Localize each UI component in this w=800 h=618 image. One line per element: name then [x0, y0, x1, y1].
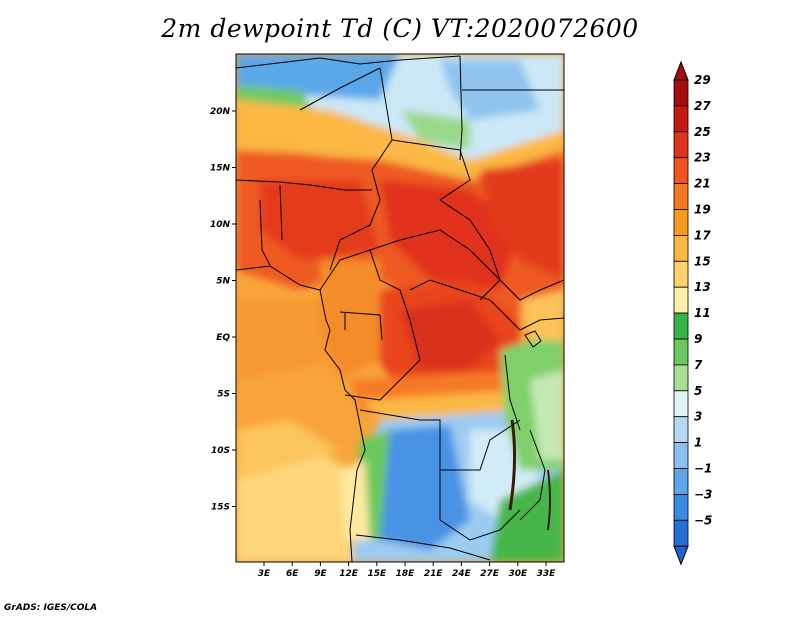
colorbar-swatch [673, 519, 689, 547]
colorbar-swatch [673, 131, 689, 159]
colorbar-label: 27 [694, 99, 711, 113]
lon-label: 3E [258, 569, 271, 579]
lat-label: 20N [210, 107, 231, 117]
dewpoint-field [236, 54, 564, 562]
colorbar-label: 7 [694, 358, 703, 372]
map-title: 2m dewpoint Td (C) VT:2020072600 [161, 14, 639, 43]
longitude-axis: 3E 6E 9E 12E 15E 18E 21E 24E 27E 30E 33E [258, 562, 556, 579]
colorbar-swatch [673, 234, 689, 262]
colorbar-swatch [673, 364, 689, 392]
colorbar-label: 19 [694, 203, 711, 217]
lon-label: 12E [339, 569, 359, 579]
lat-label: 10N [210, 220, 231, 230]
lon-label: 9E [314, 569, 327, 579]
lat-label: 5S [217, 390, 230, 400]
colorbar-swatch [673, 183, 689, 210]
colorbar-label: −1 [694, 462, 712, 476]
latitude-axis: 20N 15N 10N 5N EQ 5S 10S 15S [210, 107, 236, 513]
lon-label: 24E [452, 569, 472, 579]
lat-label: 15S [211, 503, 230, 513]
colorbar-swatch [673, 468, 689, 495]
lat-label: 15N [210, 164, 231, 174]
colorbar-swatch [673, 260, 689, 288]
lon-label: 6E [286, 569, 299, 579]
colorbar-swatch [673, 312, 689, 340]
colorbar-swatch [673, 493, 689, 521]
colorbar-swatch [673, 209, 689, 236]
lat-label: EQ [216, 333, 230, 343]
lon-label: 30E [508, 569, 528, 579]
colorbar-label: 5 [694, 384, 702, 398]
country-borders [236, 55, 564, 562]
colorbar-swatch [673, 390, 689, 418]
lon-label: 18E [396, 569, 416, 579]
colorbar: 29 27 25 23 21 19 17 15 13 11 9 7 5 3 1 −1 −3 −5 [673, 60, 712, 566]
colorbar-swatch [673, 79, 689, 107]
colorbar-label: 29 [694, 73, 711, 87]
colorbar-swatch [673, 157, 689, 184]
credit-text: GrADS: IGES/COLA [4, 603, 98, 613]
colorbar-swatch [673, 105, 689, 133]
colorbar-label: 9 [694, 332, 702, 346]
lon-label: 15E [367, 569, 387, 579]
colorbar-label: 11 [694, 306, 711, 320]
lon-label: 33E [537, 569, 557, 579]
colorbar-label: 17 [694, 228, 711, 242]
map-frame [235, 53, 565, 563]
colorbar-label: 15 [694, 254, 711, 268]
colorbar-swatch [673, 416, 689, 444]
colorbar-label: 1 [694, 436, 702, 450]
lon-label: 21E [424, 569, 444, 579]
colorbar-label: 21 [694, 177, 711, 191]
colorbar-label: 23 [694, 151, 711, 165]
lat-label: 5N [216, 277, 230, 287]
colorbar-swatch [673, 442, 689, 469]
lon-label: 27E [480, 569, 500, 579]
colorbar-top-arrow [673, 60, 689, 81]
colorbar-swatch [673, 338, 689, 366]
colorbar-label: −3 [694, 487, 712, 501]
lat-label: 10S [211, 446, 230, 456]
colorbar-label: 25 [694, 125, 711, 139]
colorbar-bottom-arrow [673, 545, 689, 566]
colorbar-swatch [673, 286, 689, 314]
colorbar-label: −5 [694, 513, 712, 527]
colorbar-label: 13 [694, 280, 711, 294]
colorbar-label: 3 [694, 410, 702, 424]
